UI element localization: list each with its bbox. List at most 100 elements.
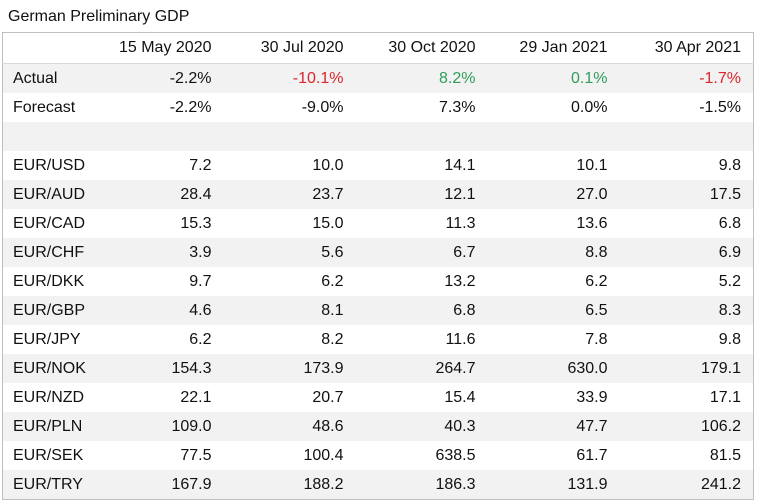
column-header: 30 Oct 2020: [355, 32, 488, 64]
pair-value: 11.6: [445, 330, 476, 348]
pair-value: 6.2: [321, 272, 344, 290]
pair-value: 154.3: [99, 354, 224, 383]
pair-value: 81.5: [709, 446, 741, 464]
pair-value: 20.7: [312, 388, 344, 406]
pair-label: EUR/CHF: [2, 238, 100, 267]
pair-value: 33.9: [576, 388, 608, 406]
pair-value: 179.1: [619, 354, 754, 383]
pair-value: 13.6: [576, 214, 608, 232]
column-header: 15 May 2020: [99, 32, 224, 64]
pair-value: 188.2: [223, 470, 356, 500]
pair-row: EUR/USD 7.2 10.0 14.1 10.1 9.8: [3, 151, 754, 180]
pair-row: EUR/CHF 3.9 5.6 6.7 8.8 6.9: [2, 238, 754, 267]
pair-value: 22.1: [180, 388, 212, 406]
pair-value: 9.7: [189, 272, 212, 290]
pair-value: 15.0: [312, 214, 344, 232]
pair-label: EUR/SEK: [13, 446, 84, 464]
pair-label: EUR/NZD: [13, 388, 85, 406]
pair-value: 173.9: [223, 354, 356, 383]
pair-value: 8.3: [619, 296, 754, 325]
pair-value: 23.7: [223, 180, 356, 209]
pair-value: 5.2: [718, 272, 741, 290]
pair-value: 7.2: [189, 156, 212, 174]
pair-value: 6.9: [619, 238, 754, 267]
pair-row: EUR/TRY 167.9 188.2 186.3 131.9 241.2: [2, 470, 754, 500]
table-title: German Preliminary GDP: [8, 8, 190, 25]
pair-value: 12.1: [355, 180, 488, 209]
pair-label: EUR/USD: [13, 156, 86, 174]
column-header: 30 Jul 2020: [223, 32, 356, 64]
pair-value: 40.3: [355, 412, 488, 441]
pair-value: 17.5: [619, 180, 754, 209]
row-label: Actual: [2, 63, 100, 93]
pair-row: EUR/PLN 109.0 48.6 40.3 47.7 106.2: [2, 412, 754, 441]
pair-value: 6.2: [585, 272, 608, 290]
pair-value: 77.5: [180, 446, 212, 464]
row-label: Forecast: [13, 98, 76, 116]
pair-value: 109.0: [99, 412, 224, 441]
forecast-value: -2.2%: [169, 98, 212, 116]
pair-value: 6.5: [487, 296, 620, 325]
pair-value: 10.1: [576, 156, 608, 174]
pair-value: 630.0: [487, 354, 620, 383]
pair-value: 6.2: [189, 330, 212, 348]
pair-value: 15.4: [444, 388, 476, 406]
actual-value: -2.2%: [99, 63, 224, 93]
column-header: 30 Apr 2021: [619, 32, 754, 64]
pair-label: EUR/CAD: [13, 214, 86, 232]
pair-value: 15.3: [180, 214, 212, 232]
pair-value: 5.6: [223, 238, 356, 267]
forecast-value: -1.5%: [699, 98, 741, 116]
actual-row: Actual -2.2% -10.1% 8.2% 0.1% -1.7%: [2, 63, 754, 93]
pair-value: 9.8: [718, 330, 741, 348]
spacer-row: [2, 122, 754, 151]
pair-value: 6.8: [355, 296, 488, 325]
gdp-table: 15 May 2020 30 Jul 2020 30 Oct 2020 29 J…: [2, 32, 754, 500]
pair-value: 8.8: [487, 238, 620, 267]
forecast-value: -9.0%: [301, 98, 344, 116]
spacer-cell: [2, 122, 754, 151]
pair-value: 17.1: [709, 388, 741, 406]
pair-value: 6.8: [718, 214, 741, 232]
column-header: 29 Jan 2021: [487, 32, 620, 64]
pair-value: 10.0: [312, 156, 344, 174]
forecast-value: 0.0%: [571, 98, 608, 116]
pair-label: EUR/AUD: [2, 180, 100, 209]
pair-value: 638.5: [435, 446, 476, 464]
pair-value: 27.0: [487, 180, 620, 209]
pair-row: EUR/DKK 9.7 6.2 13.2 6.2 5.2: [3, 267, 754, 296]
forecast-row: Forecast -2.2% -9.0% 7.3% 0.0% -1.5%: [3, 93, 754, 122]
pair-value: 106.2: [619, 412, 754, 441]
pair-label: EUR/JPY: [13, 330, 81, 348]
pair-value: 11.3: [445, 214, 476, 232]
header-row: 15 May 2020 30 Jul 2020 30 Oct 2020 29 J…: [2, 32, 754, 64]
pair-label: EUR/DKK: [13, 272, 85, 290]
pair-value: 47.7: [487, 412, 620, 441]
pair-value: 48.6: [223, 412, 356, 441]
pair-value: 7.8: [585, 330, 608, 348]
pair-row: EUR/AUD 28.4 23.7 12.1 27.0 17.5: [2, 180, 754, 209]
pair-label: EUR/TRY: [2, 470, 100, 500]
pair-value: 14.1: [444, 156, 476, 174]
pair-value: 131.9: [487, 470, 620, 500]
forecast-value: 7.3%: [439, 98, 476, 116]
pair-row: EUR/GBP 4.6 8.1 6.8 6.5 8.3: [2, 296, 754, 325]
actual-value: 0.1%: [487, 63, 620, 93]
pair-label: EUR/NOK: [2, 354, 100, 383]
pair-value: 8.2: [321, 330, 344, 348]
pair-value: 8.1: [223, 296, 356, 325]
actual-value: -1.7%: [619, 63, 754, 93]
pair-value: 9.8: [718, 156, 741, 174]
pair-value: 100.4: [303, 446, 344, 464]
actual-value: -10.1%: [223, 63, 356, 93]
pair-label: EUR/PLN: [2, 412, 100, 441]
pair-value: 241.2: [619, 470, 754, 500]
pair-row: EUR/NZD 22.1 20.7 15.4 33.9 17.1: [3, 383, 754, 412]
pair-label: EUR/GBP: [2, 296, 100, 325]
pair-value: 61.7: [576, 446, 608, 464]
pair-value: 3.9: [99, 238, 224, 267]
pair-value: 264.7: [355, 354, 488, 383]
pair-value: 6.7: [355, 238, 488, 267]
pair-row: EUR/SEK 77.5 100.4 638.5 61.7 81.5: [3, 441, 754, 470]
pair-value: 167.9: [99, 470, 224, 500]
